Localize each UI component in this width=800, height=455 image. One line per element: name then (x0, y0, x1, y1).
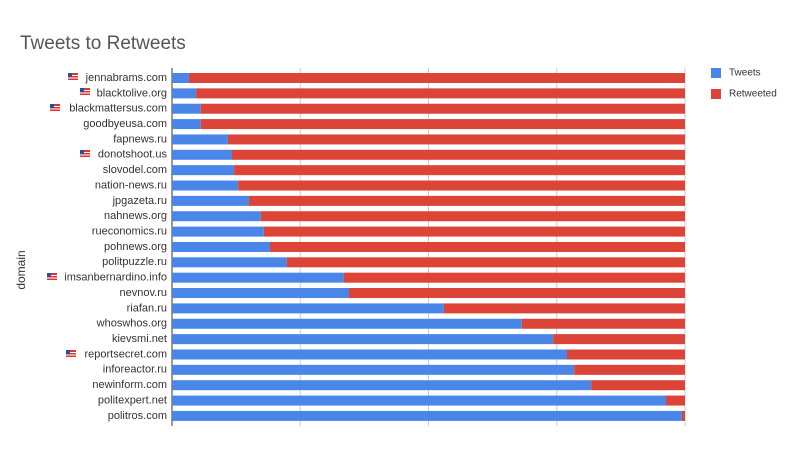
bar-segment (260, 211, 685, 222)
flag-icon (47, 273, 57, 280)
y-tick-label: reportsecret.com (84, 348, 167, 360)
flags (47, 73, 90, 357)
y-tick-label: whoswhos.org (96, 318, 167, 330)
y-tick-label: donotshoot.us (98, 149, 168, 161)
bar-segment (227, 134, 686, 145)
bar-segment (172, 73, 189, 83)
y-tick-label: blackmattersus.com (69, 103, 167, 115)
bar-segment (172, 195, 249, 206)
bar-segment (234, 165, 685, 176)
bar-segment (172, 134, 228, 145)
bar-segment (172, 410, 682, 421)
bar-segment (232, 149, 685, 160)
bar-segment (172, 272, 344, 283)
y-tick-label: politexpert.net (98, 394, 167, 406)
bar-segment (200, 119, 685, 130)
bar-segment (591, 380, 685, 391)
y-tick-label: nevnov.ru (120, 287, 168, 299)
bar-segment (567, 349, 685, 360)
y-tick-label: rueconomics.ru (92, 226, 167, 238)
bar-segment (172, 334, 554, 345)
bar-segment (172, 180, 239, 191)
legend-swatch (711, 89, 721, 99)
y-tick-label: politros.com (108, 410, 167, 422)
y-tick-label: inforeactor.ru (103, 364, 167, 376)
bar-segment (172, 318, 522, 329)
bar-segment (172, 88, 197, 99)
bar-segment (172, 364, 575, 375)
bar-segment (172, 149, 233, 160)
bar-segment (666, 395, 685, 406)
flag-icon (80, 150, 90, 157)
bar-segment (263, 226, 685, 237)
y-tick-label: jennabrams.com (85, 72, 167, 84)
y-tick-label: pohnews.org (104, 241, 167, 253)
bar-segment (269, 241, 685, 252)
bar-segment (172, 380, 592, 391)
bar-segment (574, 364, 685, 375)
y-tick-label: goodbyeusa.com (83, 118, 167, 130)
y-tick-label: jpgazeta.ru (112, 195, 167, 207)
chart-title: Tweets to Retweets (20, 33, 186, 54)
bar-segment (238, 180, 685, 191)
bar-segment (188, 73, 685, 83)
y-tick-label: nahnews.org (104, 210, 167, 222)
bar-segment (172, 303, 444, 314)
bar-segment (248, 195, 685, 206)
bar-segment (443, 303, 685, 314)
bar-segment (348, 288, 685, 299)
bar-segment (553, 334, 685, 345)
bar-segment (200, 103, 685, 114)
bar-segment (172, 241, 270, 252)
y-axis-label: domain (14, 250, 28, 289)
bar-segment (521, 318, 685, 329)
bar-segment (172, 211, 261, 222)
legend-swatch (711, 68, 721, 78)
legend-label: Tweets (729, 68, 761, 79)
y-tick-label: blacktolive.org (97, 87, 167, 99)
bar-segment (681, 410, 685, 421)
y-tick-label: nation-news.ru (95, 179, 167, 191)
bar-segment (172, 226, 264, 237)
y-tick-label: fapnews.ru (113, 133, 167, 145)
y-tick-label: imsanbernardino.info (64, 272, 167, 284)
y-tick-label: newinform.com (92, 379, 167, 391)
y-tick-label: politpuzzle.ru (102, 256, 167, 268)
bar-segment (172, 288, 349, 299)
bar-segment (172, 395, 667, 406)
flag-icon (80, 88, 90, 95)
bar-segment (172, 119, 201, 130)
flag-icon (50, 104, 60, 111)
y-tick-label: slovodel.com (103, 164, 167, 176)
bar-segment (172, 257, 287, 268)
legend-label: Retweeted (729, 89, 777, 100)
bar-segment (172, 103, 201, 114)
bar-segment (196, 88, 685, 99)
bar-segment (172, 349, 568, 360)
bar-segment (343, 272, 685, 283)
flag-icon (66, 350, 76, 357)
y-tick-label: kievsmi.net (112, 333, 167, 345)
y-tick-label: riafan.ru (127, 302, 167, 314)
bar-segment (286, 257, 685, 268)
flag-icon (68, 73, 78, 80)
bar-segment (172, 165, 235, 176)
